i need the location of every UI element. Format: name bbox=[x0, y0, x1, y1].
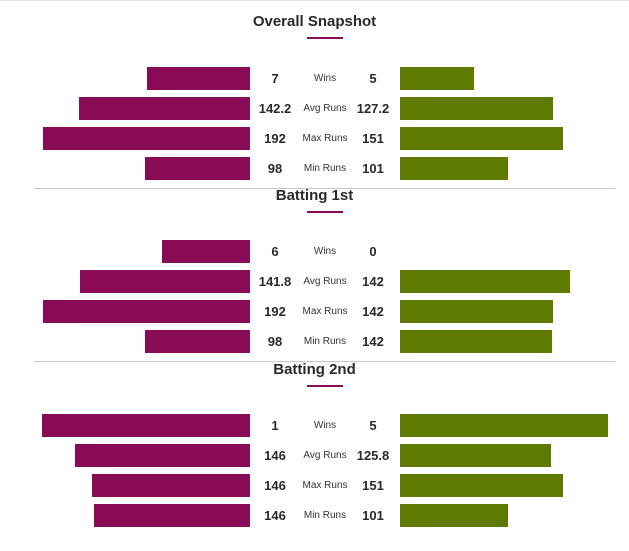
team-a-value: 192 bbox=[264, 304, 286, 319]
team-b-bar bbox=[400, 97, 553, 120]
stat-row: 146 Min Runs 101 bbox=[0, 504, 629, 527]
team-a-value: 1 bbox=[271, 418, 279, 433]
metric-label: Wins bbox=[313, 246, 337, 257]
team-b-bar bbox=[400, 157, 509, 180]
team-b-bar bbox=[400, 474, 564, 497]
stat-row: 141.8 Avg Runs 142 bbox=[0, 270, 629, 293]
team-b-value: 5 bbox=[369, 418, 377, 433]
team-b-value: 142 bbox=[362, 334, 384, 349]
team-a-bar bbox=[145, 157, 250, 180]
section-title: Batting 1st bbox=[275, 187, 354, 204]
team-a-bar bbox=[42, 127, 250, 150]
team-b-bar bbox=[400, 504, 509, 527]
team-a-bar bbox=[92, 474, 250, 497]
metric-label: Min Runs bbox=[303, 163, 347, 174]
stat-row: 192 Max Runs 151 bbox=[0, 127, 629, 150]
team-b-value: 151 bbox=[362, 131, 384, 146]
stat-row: 98 Min Runs 142 bbox=[0, 330, 629, 353]
metric-label: Avg Runs bbox=[303, 276, 347, 287]
team-b-value: 125.8 bbox=[356, 448, 390, 463]
team-a-value: 141.8 bbox=[258, 274, 292, 289]
team-a-value: 146 bbox=[264, 508, 286, 523]
stat-row: 7 Wins 5 bbox=[0, 67, 629, 90]
team-b-bar bbox=[400, 127, 564, 150]
team-b-value: 101 bbox=[362, 161, 384, 176]
team-b-bar bbox=[400, 444, 551, 467]
team-a-bar bbox=[147, 67, 250, 90]
team-a-bar bbox=[93, 504, 250, 527]
team-a-bar bbox=[74, 444, 250, 467]
metric-label: Max Runs bbox=[302, 480, 348, 491]
section-title-underline bbox=[307, 37, 343, 39]
team-b-bar bbox=[400, 67, 474, 90]
team-a-value: 6 bbox=[271, 244, 279, 259]
section-title-underline bbox=[307, 211, 343, 213]
metric-label: Max Runs bbox=[302, 133, 348, 144]
team-a-bar bbox=[145, 330, 250, 353]
team-b-bar bbox=[400, 270, 571, 293]
team-a-bar bbox=[161, 240, 250, 263]
stat-row: 146 Avg Runs 125.8 bbox=[0, 444, 629, 467]
metric-label: Avg Runs bbox=[303, 450, 347, 461]
team-b-value: 101 bbox=[362, 508, 384, 523]
team-b-bar bbox=[400, 300, 554, 323]
team-b-value: 142 bbox=[362, 274, 384, 289]
team-a-value: 98 bbox=[267, 161, 283, 176]
team-a-value: 146 bbox=[264, 448, 286, 463]
stat-row: 1 Wins 5 bbox=[0, 414, 629, 437]
team-a-value: 98 bbox=[267, 334, 283, 349]
metric-label: Wins bbox=[313, 420, 337, 431]
team-b-value: 127.2 bbox=[356, 101, 390, 116]
stat-row: 146 Max Runs 151 bbox=[0, 474, 629, 497]
team-b-value: 142 bbox=[362, 304, 384, 319]
stat-row: 142.2 Avg Runs 127.2 bbox=[0, 97, 629, 120]
team-a-bar bbox=[79, 97, 250, 120]
team-b-bar bbox=[400, 330, 552, 353]
team-a-value: 142.2 bbox=[258, 101, 292, 116]
stat-row: 192 Max Runs 142 bbox=[0, 300, 629, 323]
metric-label: Avg Runs bbox=[303, 103, 347, 114]
team-a-value: 7 bbox=[271, 71, 279, 86]
team-b-value: 151 bbox=[362, 478, 384, 493]
metric-label: Min Runs bbox=[303, 510, 347, 521]
top-border bbox=[0, 0, 629, 1]
metric-label: Max Runs bbox=[302, 306, 348, 317]
section-divider bbox=[34, 361, 615, 362]
section-title: Overall Snapshot bbox=[252, 13, 377, 30]
team-a-bar bbox=[79, 270, 250, 293]
team-b-value: 0 bbox=[369, 244, 377, 259]
team-a-bar bbox=[42, 414, 250, 437]
stat-row: 6 Wins 0 bbox=[0, 240, 629, 263]
section-title: Batting 2nd bbox=[273, 361, 356, 378]
team-a-bar bbox=[42, 300, 250, 323]
section-divider bbox=[34, 188, 615, 189]
team-a-value: 146 bbox=[264, 478, 286, 493]
stat-row: 98 Min Runs 101 bbox=[0, 157, 629, 180]
metric-label: Wins bbox=[313, 73, 337, 84]
metric-label: Min Runs bbox=[303, 336, 347, 347]
team-a-value: 192 bbox=[264, 131, 286, 146]
section-title-underline bbox=[307, 385, 343, 387]
team-b-value: 5 bbox=[369, 71, 377, 86]
team-b-bar bbox=[400, 414, 608, 437]
